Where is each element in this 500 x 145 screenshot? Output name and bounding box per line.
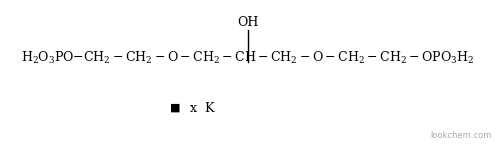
Text: lookchem.com: lookchem.com: [430, 130, 492, 139]
Text: x  K: x K: [190, 102, 214, 115]
Text: $\mathdefault{H_2O_3PO}$$\mathdefault{-CH_2-CH_2-O-CH_2-CH-CH_2-O-CH_2-CH_2-OPO_: $\mathdefault{H_2O_3PO}$$\mathdefault{-C…: [22, 50, 474, 66]
Text: OH: OH: [238, 16, 258, 29]
Text: ■: ■: [170, 103, 180, 113]
